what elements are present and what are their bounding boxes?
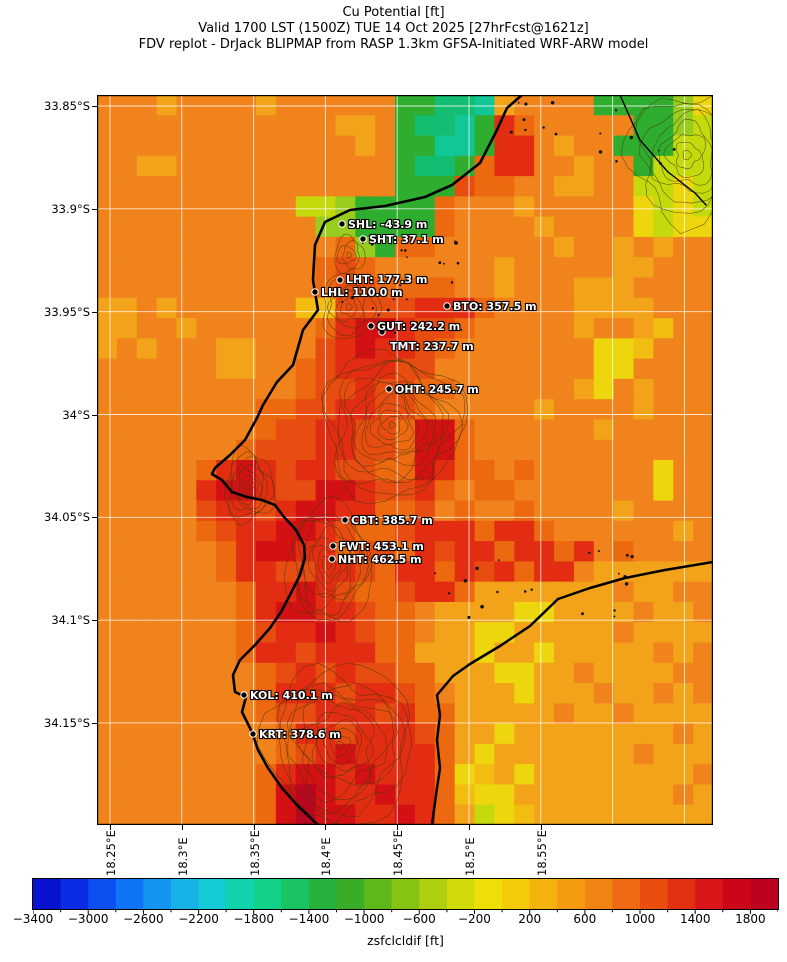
x-tick-label: 18.55°E (534, 830, 549, 876)
y-tick-label: 34.1°S (51, 613, 90, 628)
y-tick-mark (92, 106, 97, 107)
station-marker-BTO (443, 302, 451, 310)
station-label-SHL: SHL: -43.9 m (348, 217, 428, 231)
x-tick-label: 18.25°E (104, 830, 118, 876)
y-tick-mark (92, 414, 97, 416)
station-marker-LHT (336, 276, 344, 284)
map-plot-area (97, 95, 713, 825)
x-tick-mark (325, 825, 327, 830)
station-marker-GUT (367, 322, 375, 330)
colorbar-tick-label: 1800 (735, 912, 766, 926)
y-tick-label: 34°S (62, 407, 90, 422)
colorbar-tick-label: −2600 (123, 912, 164, 926)
colorbar-tick-label: −1400 (288, 912, 330, 926)
y-tick-mark (92, 723, 97, 724)
heatmap-cells (97, 95, 713, 825)
station-marker-SHT (359, 235, 367, 243)
x-tick-mark (540, 825, 542, 830)
coastline-west (210, 95, 524, 825)
station-label-LHL: LHL: 110.0 m (321, 285, 403, 299)
colorbar-tick-label: 600 (573, 912, 597, 926)
station-label-OHT: OHT: 245.7 m (395, 382, 479, 396)
station-marker-CBT (341, 516, 349, 524)
graticule (97, 95, 713, 825)
x-tick-mark (253, 825, 255, 830)
station-label-GUT: GUT: 242.2 m (377, 319, 461, 333)
y-tick-mark (92, 208, 97, 210)
colorbar-ticks (33, 909, 778, 914)
station-label-BTO: BTO: 357.5 m (453, 299, 537, 313)
y-tick-label: 34.15°S (44, 716, 90, 730)
colorbar-tick-label: −2200 (178, 912, 219, 926)
y-tick-mark (92, 311, 97, 313)
terrain-contours (224, 95, 713, 825)
colorbar (32, 878, 779, 910)
station-marker-NHT (328, 555, 336, 563)
y-tick-label: 33.85°S (44, 99, 90, 113)
station-label-CBT: CBT: 385.7 m (351, 513, 433, 527)
plot-title: Cu Potential [ft] (342, 5, 445, 20)
station-label-KOL: KOL: 410.1 m (250, 688, 333, 702)
station-label-TMT: TMT: 237.7 m (390, 339, 474, 353)
x-tick-mark (397, 825, 399, 830)
map-border (97, 95, 713, 825)
station-marker-LHL (311, 288, 319, 296)
station-markers (240, 220, 451, 738)
colorbar-tick-label: −600 (402, 912, 436, 926)
heatmap-canvas (97, 95, 713, 825)
colorbar-tick-label: −3400 (12, 912, 54, 926)
colorbar-axis-label: zsfclcldif [ft] (367, 933, 444, 948)
x-tick-label: 18.4°E (319, 837, 334, 876)
station-label-SHT: SHT: 37.1 m (369, 232, 444, 246)
station-label-FWT: FWT: 453.1 m (339, 539, 424, 553)
coastline-false-bay (430, 560, 713, 825)
x-tick-mark (469, 825, 470, 830)
station-marker-KOL (240, 691, 248, 699)
colorbar-tick-label: −1000 (343, 912, 385, 926)
x-tick-label: 18.5°E (463, 837, 477, 876)
station-label-LHT: LHT: 177.3 m (346, 272, 428, 286)
x-tick-label: 18.35°E (247, 830, 262, 876)
station-marker-SHL (338, 220, 346, 228)
x-tick-label: 18.3°E (175, 837, 190, 876)
y-tick-mark (92, 620, 97, 622)
station-label-NHT: NHT: 462.5 m (338, 552, 422, 566)
station-marker-FWT (329, 542, 337, 550)
y-tick-label: 34.05°S (44, 510, 90, 525)
station-marker-TMT (378, 328, 386, 336)
x-tick-mark (181, 825, 183, 830)
plot-subtitle-model: FDV replot - DrJack BLIPMAP from RASP 1.… (138, 37, 649, 52)
colorbar-tick-label: 1400 (679, 912, 711, 926)
plot-subtitle-valid-time: Valid 1700 LST (1500Z) TUE 14 Oct 2025 [… (198, 21, 589, 36)
colorbar-tick-label: −200 (457, 912, 491, 926)
coastline-northeast (619, 95, 707, 206)
colorbar-tick-label: 1000 (624, 912, 656, 926)
colorbar-tick-label: 200 (518, 912, 542, 926)
x-tick-label: 18.45°E (391, 830, 406, 876)
y-tick-label: 33.95°S (44, 304, 90, 319)
colorbar-tick-label: −1800 (233, 912, 275, 926)
colorbar-tick-label: −3000 (67, 912, 109, 926)
station-marker-KRT (249, 730, 257, 738)
station-marker-OHT (385, 385, 393, 393)
y-tick-label: 33.9°S (51, 201, 90, 216)
x-tick-mark (110, 825, 111, 830)
station-label-KRT: KRT: 378.6 m (259, 727, 341, 741)
y-tick-mark (92, 517, 97, 519)
